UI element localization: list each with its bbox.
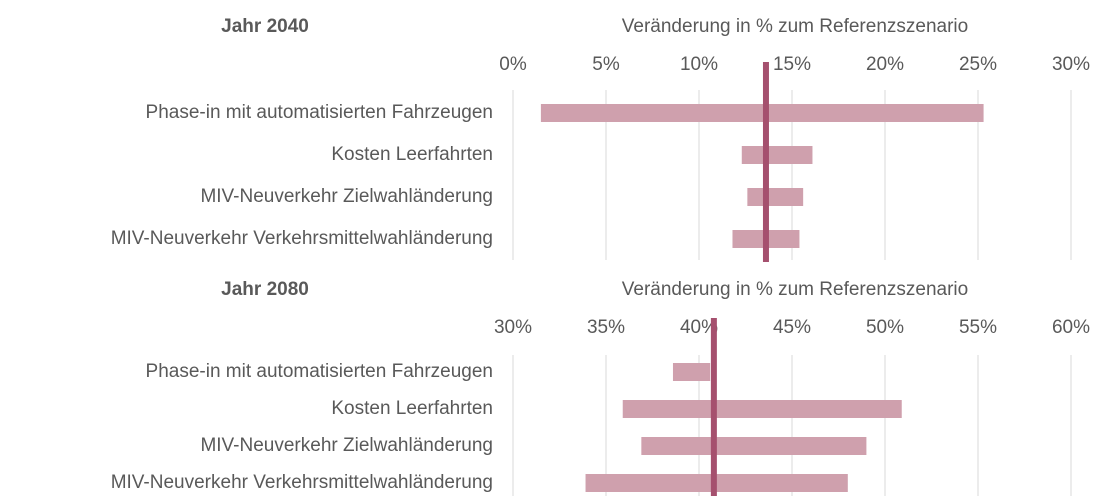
category-label: Kosten Leerfahrten	[331, 398, 493, 419]
x-tick-label: 45%	[773, 317, 811, 338]
bar	[641, 437, 867, 455]
bar	[672, 363, 711, 381]
x-tick-label: 5%	[592, 54, 620, 75]
axis-label: Veränderung in % zum Referenzszenario	[622, 16, 968, 37]
x-tick-label: 30%	[1052, 54, 1090, 75]
x-tick-label: 20%	[866, 54, 904, 75]
x-tick-label: 30%	[494, 317, 532, 338]
category-label: MIV-Neuverkehr Verkehrsmittelwahländerun…	[111, 228, 493, 249]
category-label: Phase-in mit automatisierten Fahrzeugen	[146, 102, 493, 123]
x-tick-label: 25%	[959, 54, 997, 75]
category-label: MIV-Neuverkehr Verkehrsmittelwahländerun…	[111, 472, 493, 493]
x-tick-label: 60%	[1052, 317, 1090, 338]
bar	[741, 146, 813, 164]
x-tick-label: 55%	[959, 317, 997, 338]
panel-title: Jahr 2080	[221, 279, 309, 300]
x-tick-label: 10%	[680, 54, 718, 75]
x-tick-label: 35%	[587, 317, 625, 338]
category-label: MIV-Neuverkehr Zielwahländerung	[200, 186, 493, 207]
x-tick-label: 15%	[773, 54, 811, 75]
x-tick-label: 40%	[680, 317, 718, 338]
category-label: MIV-Neuverkehr Zielwahländerung	[200, 435, 493, 456]
x-tick-label: 50%	[866, 317, 904, 338]
x-tick-label: 0%	[499, 54, 527, 75]
bar	[622, 400, 902, 418]
category-label: Kosten Leerfahrten	[331, 144, 493, 165]
panel-title: Jahr 2040	[221, 16, 309, 37]
axis-label: Veränderung in % zum Referenzszenario	[622, 279, 968, 300]
bar	[747, 188, 804, 206]
category-label: Phase-in mit automatisierten Fahrzeugen	[146, 361, 493, 382]
bar	[540, 104, 984, 122]
